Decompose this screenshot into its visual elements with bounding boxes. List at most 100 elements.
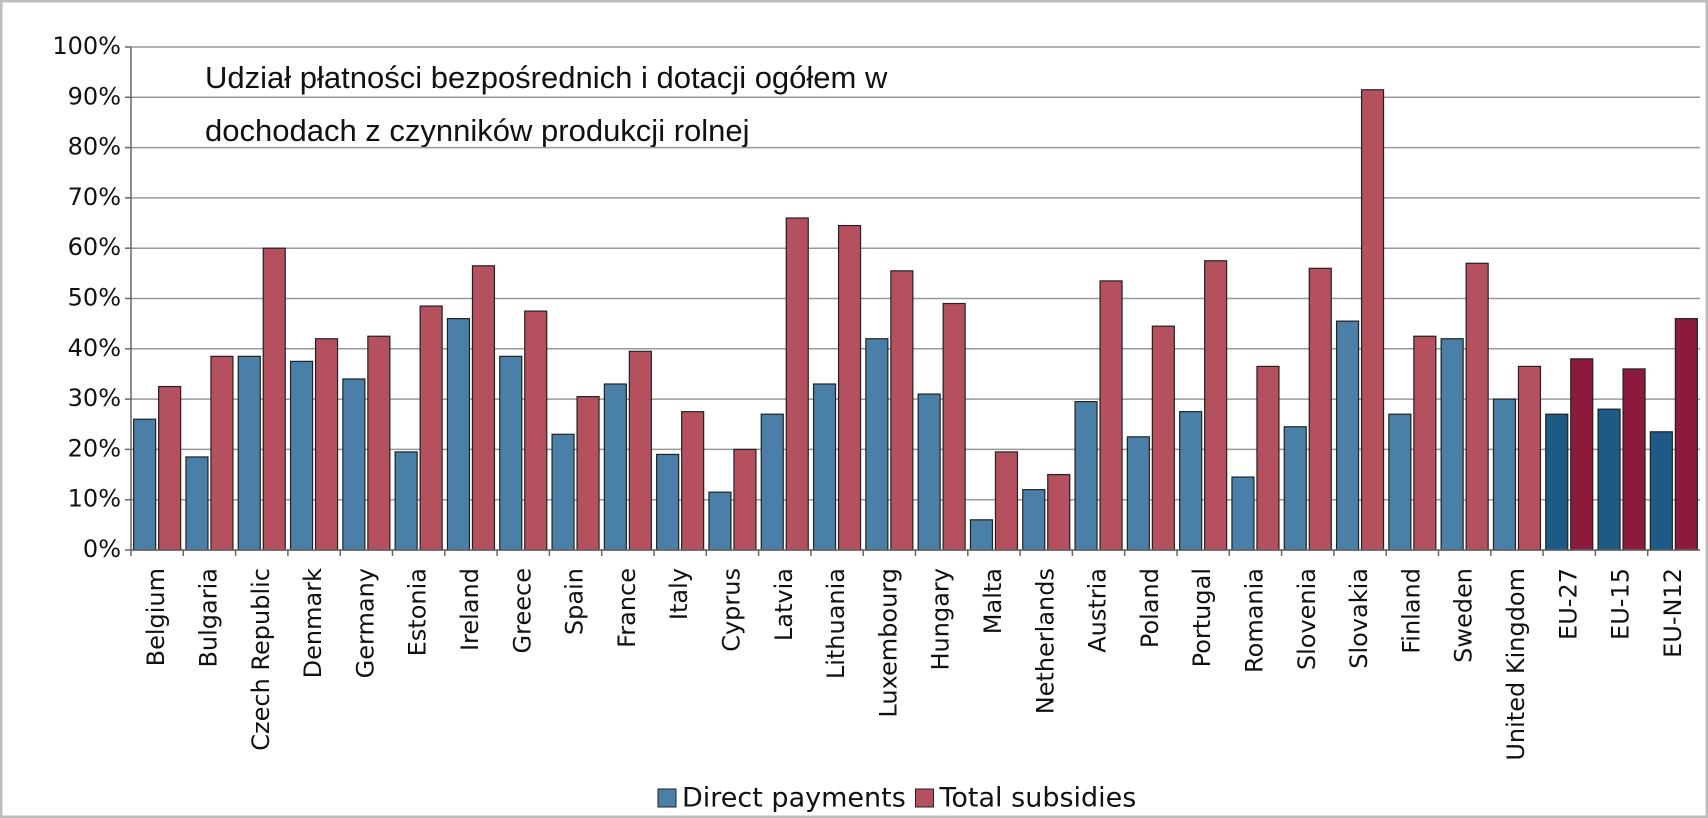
legend-label: Total subsidies bbox=[939, 783, 1137, 814]
bar bbox=[1204, 260, 1228, 551]
bar bbox=[1099, 280, 1123, 551]
y-tick-label: 10% bbox=[68, 485, 121, 513]
x-tick-label: Netherlands bbox=[1031, 568, 1059, 714]
x-tick-label: Belgium bbox=[142, 568, 170, 666]
bar bbox=[185, 456, 209, 551]
bar bbox=[733, 448, 757, 551]
legend-swatch bbox=[915, 788, 934, 808]
legend-swatch bbox=[657, 788, 677, 808]
bar bbox=[367, 335, 391, 551]
bar bbox=[524, 310, 548, 551]
bar bbox=[1674, 318, 1698, 551]
chart-title: dochodach z czynników produkcji rolnej bbox=[205, 113, 750, 148]
x-tick-label: Slovakia bbox=[1345, 568, 1373, 669]
bar bbox=[1517, 365, 1542, 551]
y-tick-label: 20% bbox=[68, 434, 121, 462]
x-tick-label: Ireland bbox=[456, 568, 484, 651]
bar bbox=[1151, 325, 1175, 551]
bar bbox=[1649, 431, 1673, 551]
x-tick-label: Malta bbox=[979, 568, 1007, 634]
bar bbox=[471, 265, 496, 551]
x-tick-label: United Kingdom bbox=[1502, 568, 1530, 761]
bar bbox=[1047, 473, 1071, 551]
bar bbox=[394, 451, 418, 551]
x-tick-label: Denmark bbox=[299, 568, 327, 678]
bar bbox=[419, 305, 443, 551]
bar bbox=[1388, 413, 1412, 551]
bar bbox=[760, 413, 784, 551]
y-tick-label: 70% bbox=[68, 183, 121, 211]
x-tick-label: Estonia bbox=[404, 568, 432, 656]
bar bbox=[628, 350, 652, 551]
bar bbox=[656, 453, 680, 551]
x-tick-label: EU-15 bbox=[1607, 568, 1635, 640]
bar bbox=[262, 247, 286, 551]
x-tick-label: Slovenia bbox=[1293, 568, 1321, 670]
bar bbox=[1465, 262, 1489, 551]
chart-title: Udział płatności bezpośrednich i dotacji… bbox=[205, 60, 888, 95]
bar bbox=[210, 355, 234, 551]
bar bbox=[890, 270, 914, 551]
y-tick-label: 80% bbox=[68, 133, 121, 161]
bar bbox=[1570, 358, 1594, 551]
bar bbox=[1440, 338, 1464, 551]
bar bbox=[681, 411, 705, 551]
bar bbox=[865, 338, 889, 551]
bar bbox=[812, 383, 837, 551]
x-tick-label: Cyprus bbox=[717, 568, 745, 652]
x-tick-label: Latvia bbox=[770, 568, 798, 641]
x-tick-label: Hungary bbox=[927, 568, 955, 670]
x-tick-label: Italy bbox=[665, 568, 693, 620]
bar bbox=[942, 302, 966, 551]
bar bbox=[917, 393, 941, 551]
bar bbox=[1022, 489, 1046, 551]
x-tick-label: Germany bbox=[351, 568, 379, 678]
bar bbox=[1256, 365, 1280, 551]
bar bbox=[1545, 413, 1569, 551]
x-tick-label: EU-27 bbox=[1554, 568, 1582, 640]
x-tick-label: Bulgaria bbox=[194, 568, 222, 668]
bar bbox=[1308, 267, 1332, 551]
bar bbox=[603, 383, 627, 551]
bar bbox=[1179, 411, 1203, 551]
bar bbox=[342, 378, 366, 551]
y-tick-label: 0% bbox=[83, 535, 121, 563]
legend-label: Direct payments bbox=[682, 783, 906, 814]
bar bbox=[237, 355, 261, 551]
bar bbox=[314, 338, 339, 551]
bar bbox=[133, 418, 157, 551]
x-tick-label: Finland bbox=[1397, 568, 1425, 654]
x-tick-label: Romania bbox=[1240, 568, 1268, 673]
bar bbox=[1335, 320, 1360, 551]
bar bbox=[1492, 398, 1517, 551]
x-tick-label: Luxembourg bbox=[874, 568, 902, 718]
y-tick-label: 30% bbox=[68, 384, 121, 412]
y-tick-label: 60% bbox=[68, 233, 121, 261]
x-tick-label: EU-N12 bbox=[1659, 568, 1687, 658]
x-tick-label: Poland bbox=[1136, 568, 1164, 648]
y-tick-label: 40% bbox=[68, 334, 121, 362]
bar bbox=[1126, 436, 1150, 551]
bar bbox=[1622, 368, 1646, 551]
bar bbox=[1360, 89, 1385, 551]
bar bbox=[1074, 401, 1098, 551]
x-tick-label: France bbox=[613, 568, 641, 648]
bar bbox=[994, 451, 1019, 551]
bar bbox=[1413, 335, 1437, 551]
y-tick-label: 50% bbox=[68, 284, 121, 312]
bar bbox=[499, 355, 523, 551]
bar bbox=[1283, 426, 1307, 551]
x-tick-label: Czech Republic bbox=[247, 568, 275, 751]
bar bbox=[158, 385, 182, 551]
bar bbox=[1231, 476, 1255, 551]
y-tick-label: 100% bbox=[52, 32, 121, 60]
bar bbox=[785, 217, 809, 551]
x-tick-label: Greece bbox=[508, 568, 536, 653]
bar bbox=[576, 395, 600, 551]
x-tick-label: Lithuania bbox=[822, 568, 850, 679]
x-tick-label: Spain bbox=[561, 568, 589, 635]
x-tick-label: Sweden bbox=[1450, 568, 1478, 663]
bar bbox=[708, 491, 732, 551]
x-tick-label: Austria bbox=[1084, 568, 1112, 653]
